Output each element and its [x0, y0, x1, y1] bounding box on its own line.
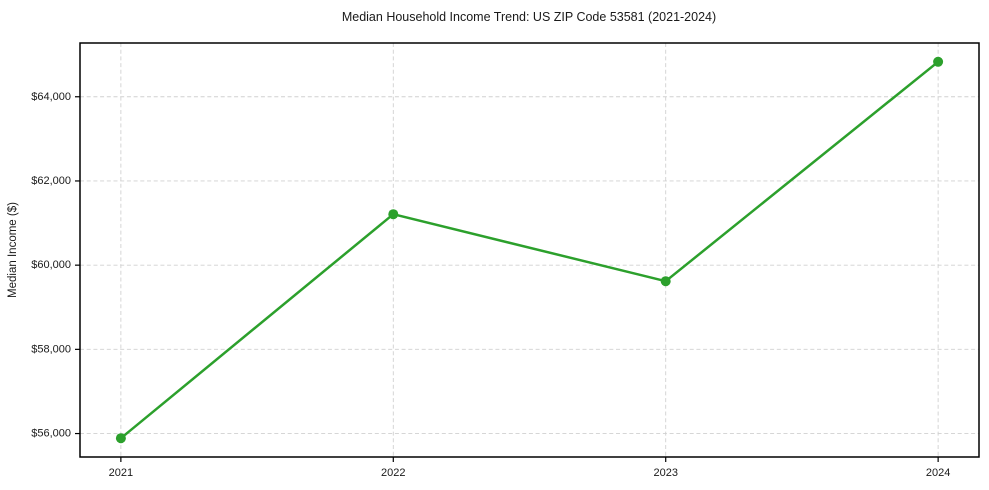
x-tick-label: 2021: [109, 467, 133, 479]
y-tick-label: $62,000: [31, 175, 71, 187]
y-tick-label: $56,000: [31, 428, 71, 440]
data-point-2021: [115, 433, 126, 444]
trend-line: [119, 60, 940, 440]
y-axis-label: Median Income ($): [7, 202, 19, 298]
y-tick-label: $58,000: [31, 343, 71, 355]
plot-border: [79, 42, 980, 458]
series-layer: [115, 56, 944, 444]
y-tick-label: $64,000: [31, 91, 71, 103]
data-point-2022: [388, 209, 399, 220]
data-point-2024: [933, 56, 944, 67]
axis-layer: $56,000 $58,000 $60,000 $62,000 $64,000 2021 2…: [31, 42, 980, 479]
y-tick-label: $60,000: [31, 259, 71, 271]
x-tick-label: 2024: [926, 467, 950, 479]
x-tick-label: 2022: [381, 467, 405, 479]
grid-layer: [80, 43, 979, 457]
x-tick-label: 2023: [653, 467, 677, 479]
chart-title: Median Household Income Trend: US ZIP Co…: [342, 10, 716, 24]
data-point-2023: [660, 276, 671, 287]
